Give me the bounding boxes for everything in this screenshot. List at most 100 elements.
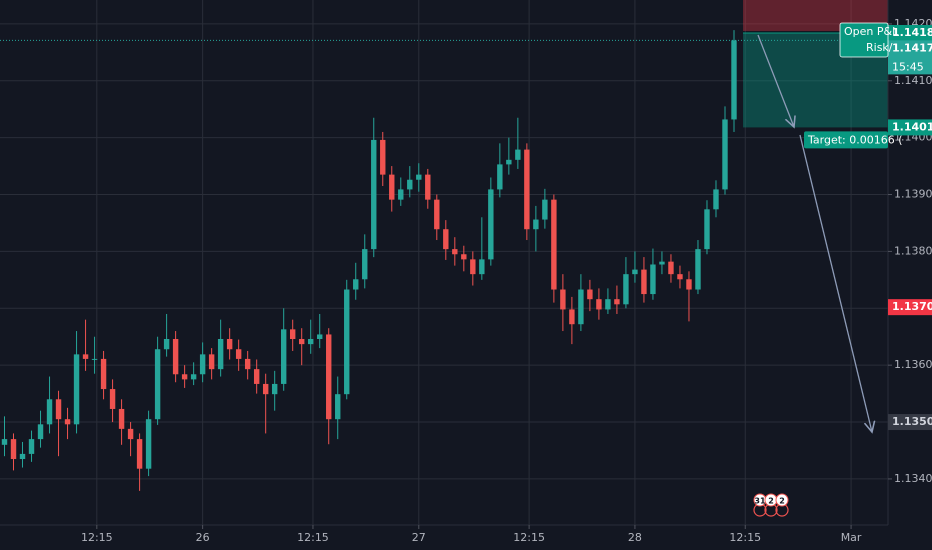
candle-body (560, 289, 566, 310)
target-label: Target: 0.00166 ( (807, 133, 903, 146)
price-label-box (888, 24, 932, 41)
candle-body (488, 189, 494, 260)
candle-body (398, 189, 404, 200)
candle-body (659, 261, 665, 265)
y-tick-label: 1.13900 (894, 188, 932, 201)
arrow (757, 34, 794, 127)
price-label-box (888, 414, 932, 431)
candles (0, 30, 888, 491)
candle-body (434, 199, 440, 230)
price-label-box (888, 119, 932, 136)
candle-body (380, 139, 386, 175)
event-badge[interactable] (775, 493, 789, 507)
candle-body (73, 354, 80, 425)
pnl-text: Open P&L (844, 25, 899, 38)
candle-body (713, 189, 719, 210)
x-tick-label: 28 (628, 531, 642, 544)
candle-body (668, 261, 674, 275)
candle-body (253, 369, 260, 384)
candle-body (533, 219, 539, 230)
candle-body (163, 339, 170, 350)
candle-body (461, 254, 467, 260)
candle-body (46, 399, 53, 425)
candle-body (235, 349, 242, 359)
arrow (799, 134, 872, 432)
candle-body (145, 419, 152, 469)
candle-body (136, 439, 143, 469)
candle-body (569, 309, 575, 325)
y-tick-label: 1.13600 (894, 358, 932, 371)
candle-body (578, 289, 584, 325)
last-price-box (888, 40, 932, 75)
pnl-box[interactable] (839, 22, 889, 58)
candle-body (524, 149, 530, 230)
candle-body (190, 374, 197, 380)
candle-body (335, 394, 341, 420)
candle-body (289, 329, 296, 340)
candle-body (100, 358, 107, 390)
candle-body (127, 428, 134, 440)
price-label: 1.14018 (892, 120, 932, 133)
candle-body (362, 249, 368, 280)
candle-body (587, 289, 593, 300)
risk-text: Risk/ (866, 41, 893, 54)
candle-body (605, 299, 611, 310)
x-tick-label: 12:15 (513, 531, 545, 544)
candle-body (353, 279, 359, 290)
candle-body (596, 299, 602, 310)
candle-body (407, 179, 413, 190)
candle-body (217, 339, 224, 370)
candle-body (371, 139, 377, 250)
candle-body (19, 453, 26, 460)
projection-arrows (757, 34, 872, 432)
y-tick-label: 1.13400 (894, 472, 932, 485)
candle-body (452, 249, 458, 255)
candle-body (82, 354, 89, 359)
y-tick-label: 1.13800 (894, 244, 932, 257)
candle-body (722, 119, 728, 190)
candle-body (244, 358, 251, 370)
x-tick-label: 12:15 (81, 531, 113, 544)
candle-body (515, 149, 521, 160)
candle-body (506, 159, 512, 165)
candle-body (641, 269, 647, 295)
candle-body (677, 274, 683, 280)
candle-body (551, 199, 557, 290)
candle-body (262, 383, 269, 395)
candle-body (632, 269, 638, 275)
candle-body (317, 334, 323, 340)
candle-body (28, 439, 35, 454)
price-label: 1.13500 (892, 415, 932, 428)
candle-body (10, 439, 17, 460)
candle-body (542, 199, 548, 220)
x-tick-label: 12:15 (729, 531, 761, 544)
candle-body (443, 229, 449, 250)
y-tick-label: 1.14100 (894, 74, 932, 87)
candle-body (326, 334, 332, 420)
price-label: 1.14184 (892, 26, 932, 39)
candle-body (64, 419, 71, 425)
candle-body (695, 249, 701, 290)
position-tool[interactable] (743, 0, 888, 128)
candle-body (208, 354, 215, 370)
candle-body (226, 339, 233, 350)
candle-body (686, 279, 692, 290)
candle-body (37, 424, 44, 440)
candle-body (389, 174, 395, 200)
candle-body (172, 339, 179, 375)
candle-body (299, 339, 305, 345)
price-label: 1.13702 (892, 300, 932, 313)
candle-body (497, 164, 503, 190)
target-label-box[interactable] (804, 131, 888, 149)
candle-body (55, 399, 62, 420)
candle-body (704, 209, 710, 250)
candle-body (109, 389, 116, 409)
candle-body (416, 174, 422, 180)
candle-body (154, 349, 161, 420)
candle-body (181, 374, 188, 380)
